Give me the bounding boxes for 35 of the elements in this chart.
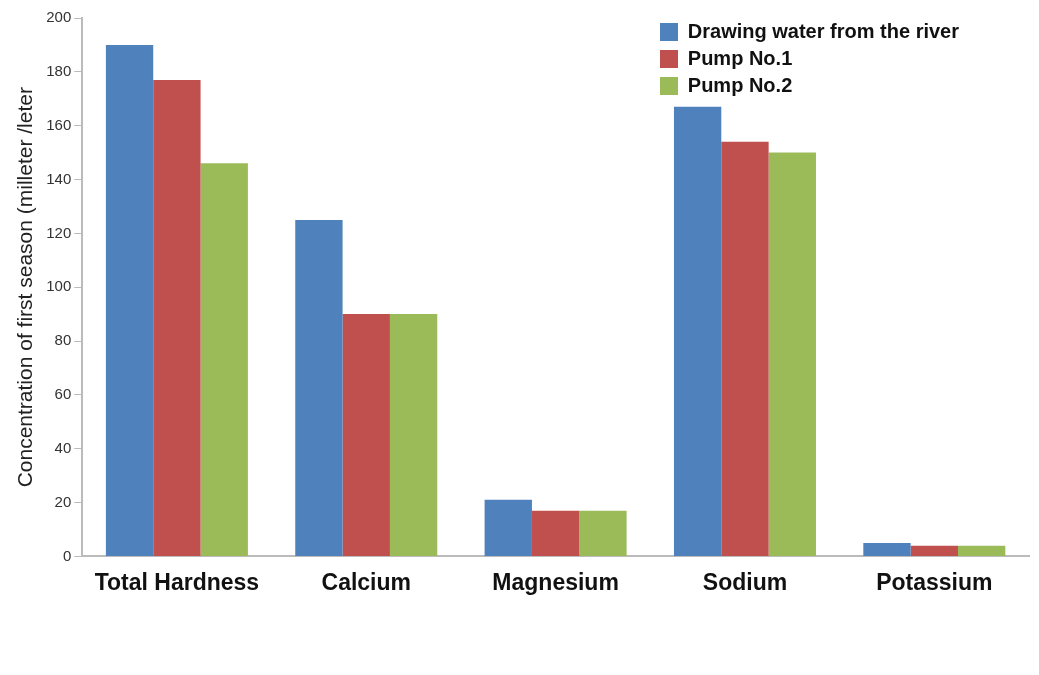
bar [105,44,154,556]
bar [389,314,438,556]
y-tick-label: 20 [54,492,72,510]
bar [673,106,722,556]
bar [295,219,343,556]
x-tick-label: Calcium [321,568,411,595]
y-axis-title: Concentration of first season (milleter /leter [13,87,37,488]
bar [768,152,816,556]
y-tick-label: 60 [54,385,72,403]
y-tick-label: 140 [46,169,72,187]
y-tick-label: 80 [54,331,72,349]
y-tick-label: 160 [46,115,72,133]
y-tick-label: 0 [62,546,72,564]
bar [863,542,911,556]
y-tick-label: 200 [46,8,72,26]
x-tick-label: Total Hardness [94,568,260,595]
x-tick-label: Magnesium [492,568,619,595]
bar [200,163,248,556]
bar [579,510,627,556]
bar [531,510,580,556]
x-tick-label: Sodium [702,568,788,595]
x-tick-label: Potassium [876,568,993,595]
bar [957,545,1006,556]
bar [910,545,958,556]
legend-label: Pump No.1 [687,47,793,70]
bar [484,499,532,556]
legend-label: Drawing water from the river [687,20,959,43]
y-tick-label: 40 [54,438,72,456]
y-tick-label: 100 [46,277,72,295]
bar [153,79,201,556]
y-tick-label: 180 [46,61,72,79]
y-tick-label: 120 [46,223,72,241]
bar [721,141,769,556]
bar [342,314,390,556]
legend-label: Pump No.2 [687,74,793,97]
